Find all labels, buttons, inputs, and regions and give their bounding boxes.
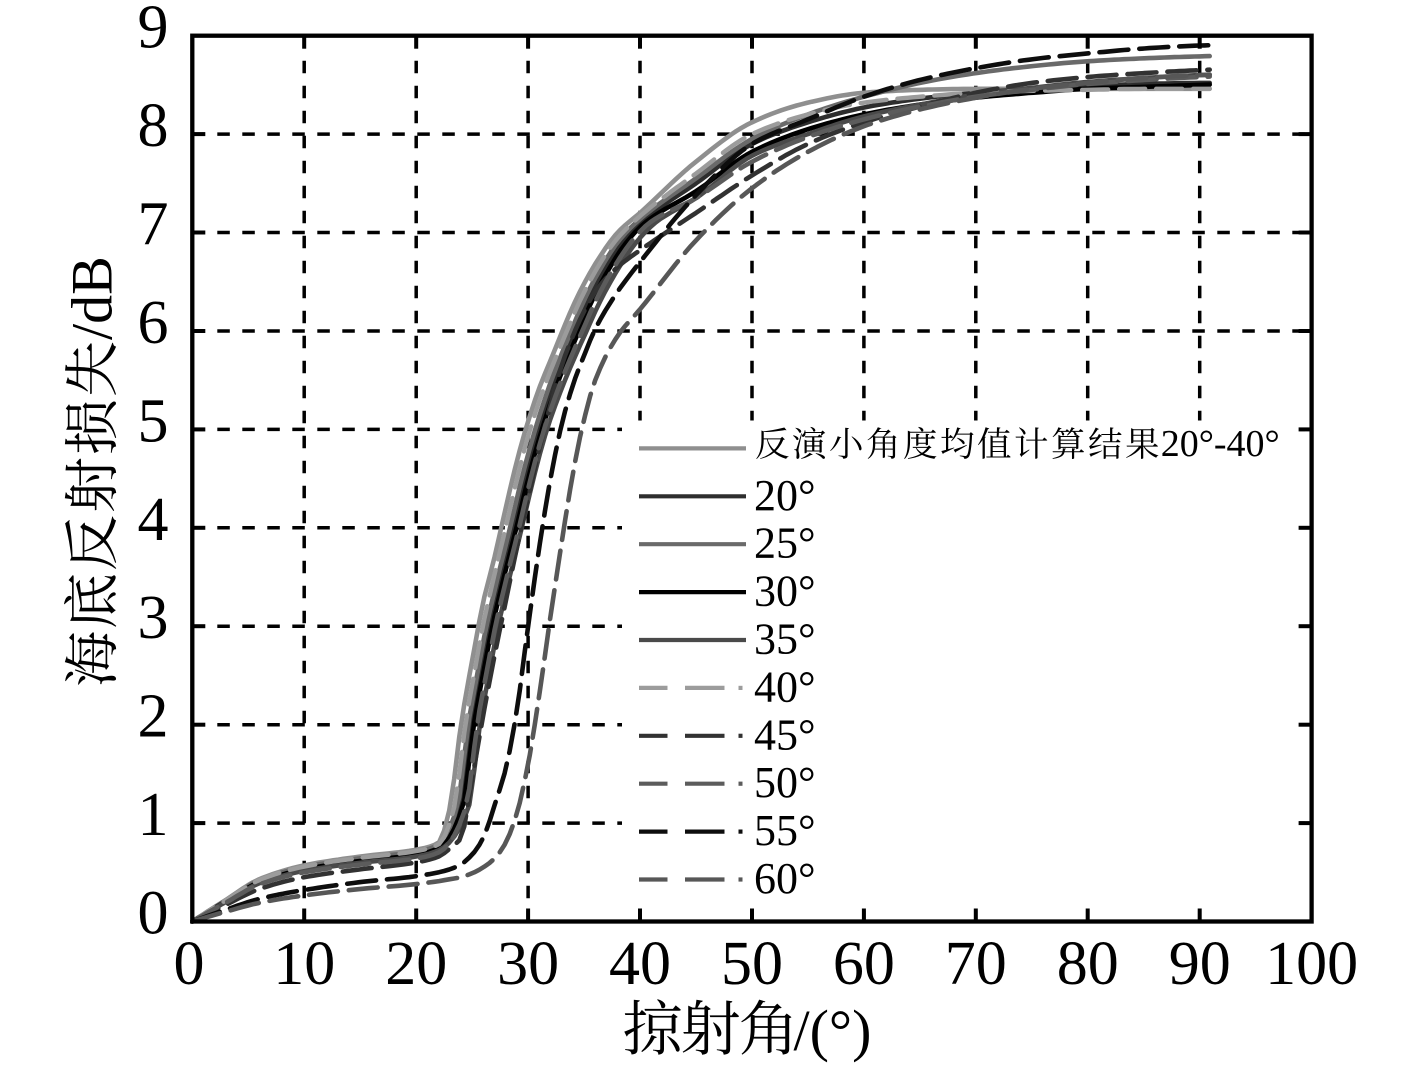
svg-text:0: 0: [138, 880, 169, 948]
svg-text:55°: 55°: [754, 806, 816, 855]
svg-text:70: 70: [945, 930, 1007, 998]
svg-text:30°: 30°: [754, 567, 816, 616]
svg-text:20°-40°: 20°-40°: [1161, 423, 1280, 465]
svg-text:90: 90: [1169, 930, 1231, 998]
svg-text:2: 2: [138, 683, 169, 751]
svg-text:100: 100: [1265, 930, 1358, 998]
svg-text:50°: 50°: [754, 758, 816, 807]
svg-text:20°: 20°: [754, 471, 816, 520]
svg-text:6: 6: [138, 289, 169, 357]
svg-text:80: 80: [1057, 930, 1119, 998]
svg-text:50: 50: [721, 930, 783, 998]
svg-text:5: 5: [138, 387, 169, 455]
svg-text:60°: 60°: [754, 854, 816, 903]
svg-text:7: 7: [138, 191, 169, 259]
svg-text:9: 9: [138, 0, 169, 62]
svg-text:60: 60: [833, 930, 895, 998]
svg-text:0: 0: [174, 930, 205, 998]
svg-text:4: 4: [138, 486, 169, 554]
svg-text:40: 40: [609, 930, 671, 998]
svg-text:10: 10: [273, 930, 335, 998]
svg-text:/dB: /dB: [60, 256, 125, 340]
svg-text:3: 3: [138, 584, 169, 652]
svg-text:/(°): /(°): [794, 998, 872, 1063]
svg-text:8: 8: [138, 92, 169, 160]
svg-text:20: 20: [385, 930, 447, 998]
svg-text:35°: 35°: [754, 615, 816, 664]
svg-text:45°: 45°: [754, 710, 816, 759]
svg-text:25°: 25°: [754, 519, 816, 568]
svg-text:40°: 40°: [754, 662, 816, 711]
svg-text:30: 30: [497, 930, 559, 998]
svg-text:1: 1: [138, 781, 169, 849]
